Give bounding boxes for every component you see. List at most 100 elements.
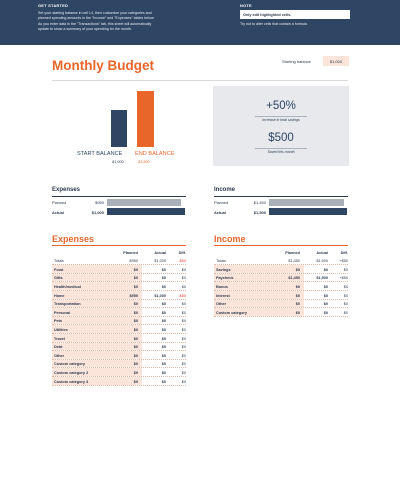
note-heading: NOTE	[240, 3, 252, 8]
table-row: Personal $0 $0 $0	[52, 308, 186, 317]
planned-cell[interactable]: $0	[295, 267, 300, 272]
income-planned-value: $1,450	[253, 200, 266, 205]
planned-cell[interactable]: $0	[133, 345, 138, 350]
planned-cell[interactable]: $0	[133, 276, 138, 281]
actual-cell: $0	[323, 267, 328, 272]
table-row: Other $0 $0 $0	[214, 299, 348, 309]
totals-planned: $950	[129, 259, 138, 264]
category-cell[interactable]: Other	[54, 353, 65, 358]
income-mini-divider	[214, 196, 348, 197]
get-started-heading: GET STARTED	[38, 3, 69, 8]
summary-divider	[255, 148, 307, 149]
actual-cell: $0	[161, 267, 166, 272]
totals-diff: +$50	[339, 259, 348, 264]
category-cell[interactable]: Travel	[54, 336, 65, 341]
table-row: Transportation $0 $0 $0	[52, 299, 186, 309]
actual-cell: $1,000	[154, 293, 166, 298]
planned-cell[interactable]: $0	[133, 370, 138, 375]
category-cell[interactable]: Custom category 3	[54, 379, 89, 384]
note-panel: NOTE Only edit highlighted cells. Try no…	[240, 3, 352, 27]
income-planned-label: Planned	[214, 200, 229, 205]
totals-label: Totals	[54, 259, 64, 264]
table-row: Interest $0 $0 $0	[214, 291, 348, 300]
expenses-planned-value: $950	[95, 200, 104, 205]
table-row: Bonus $0 $0 $0	[214, 282, 348, 291]
category-cell[interactable]: Custom category 2	[54, 370, 89, 375]
category-cell[interactable]: Gifts	[54, 276, 63, 281]
expenses-mini-title: Expenses	[52, 187, 81, 193]
actual-cell: $0	[161, 362, 166, 367]
end-balance-value: $1,500	[138, 160, 150, 164]
editable-cell-highlight	[52, 299, 142, 308]
table-totals-row: Totals $950 $1,000 -$50	[52, 257, 186, 266]
planned-cell[interactable]: $1,450	[288, 276, 300, 281]
category-cell[interactable]: Bonus	[216, 284, 228, 289]
diff-cell: $0	[343, 267, 348, 272]
category-cell[interactable]: Utilities	[54, 327, 68, 332]
table-row: Travel $0 $0 $0	[52, 334, 186, 343]
editable-cell-highlight	[214, 265, 304, 273]
category-cell[interactable]: Other	[216, 302, 227, 307]
editable-cell-highlight	[52, 291, 142, 299]
expenses-planned-bar	[107, 199, 182, 206]
planned-cell[interactable]: $0	[295, 293, 300, 298]
starting-balance-input[interactable]: $1,000	[323, 56, 349, 66]
planned-cell[interactable]: $0	[295, 284, 300, 289]
planned-cell[interactable]: $0	[133, 362, 138, 367]
editable-cell-highlight	[52, 377, 142, 385]
diff-cell: $0	[181, 276, 186, 281]
diff-cell: $0	[181, 284, 186, 289]
expenses-actual-bar	[107, 208, 185, 215]
planned-cell[interactable]: $0	[133, 336, 138, 341]
category-cell[interactable]: Custom category	[216, 310, 248, 315]
category-cell[interactable]: Paycheck	[216, 276, 234, 281]
planned-cell[interactable]: $0	[133, 327, 138, 332]
actual-cell: $0	[161, 276, 166, 281]
diff-cell: $0	[181, 370, 186, 375]
category-cell[interactable]: Personal	[54, 310, 71, 315]
category-cell[interactable]: Home	[54, 293, 65, 298]
planned-cell[interactable]: $0	[133, 319, 138, 324]
table-header-row: Planned Actual Diff.	[52, 248, 186, 257]
diff-cell: $0	[181, 336, 186, 341]
diff-cell: $0	[181, 353, 186, 358]
diff-cell: $0	[181, 267, 186, 272]
table-row: Food $0 $0 $0	[52, 265, 186, 274]
category-cell[interactable]: Health/medical	[54, 284, 81, 289]
planned-cell[interactable]: $0	[133, 310, 138, 315]
category-cell[interactable]: Food	[54, 267, 64, 272]
planned-cell[interactable]: $0	[295, 302, 300, 307]
category-cell[interactable]: Transportation	[54, 302, 81, 307]
planned-cell[interactable]: $0	[295, 310, 300, 315]
editable-cell-highlight	[214, 308, 304, 316]
table-row: Pets $0 $0 $0	[52, 316, 186, 326]
actual-cell: $0	[323, 293, 328, 298]
editable-cell-highlight	[52, 334, 142, 342]
planned-cell[interactable]: $0	[133, 267, 138, 272]
saved-amount: $500	[268, 132, 294, 144]
actual-cell: $0	[161, 353, 166, 358]
table-row: Home $950 $1,000 -$50	[52, 291, 186, 300]
editable-cell-highlight	[52, 351, 142, 359]
diff-cell: $0	[181, 302, 186, 307]
category-cell[interactable]: Debt	[54, 345, 63, 350]
category-cell[interactable]: Savings	[216, 267, 231, 272]
planned-cell[interactable]: $0	[133, 302, 138, 307]
planned-cell[interactable]: $0	[133, 284, 138, 289]
get-started-line: Set your starting balance in cell L4, th…	[38, 11, 152, 15]
instructions-banner: GET STARTED Set your starting balance in…	[0, 0, 400, 45]
category-cell[interactable]: Interest	[216, 293, 230, 298]
end-balance-label: END BALANCE	[135, 151, 175, 157]
table-row: Custom category $0 $0 $0	[52, 359, 186, 369]
diff-cell: $0	[343, 310, 348, 315]
get-started-line: update to show a summary of your spendin…	[38, 27, 132, 31]
table-row: Utilities $0 $0 $0	[52, 325, 186, 334]
table-row: Savings $0 $0 $0	[214, 265, 348, 274]
planned-cell[interactable]: $0	[133, 379, 138, 384]
category-cell[interactable]: Pets	[54, 319, 63, 324]
planned-cell[interactable]: $950	[129, 293, 138, 298]
planned-cell[interactable]: $0	[133, 353, 138, 358]
editable-cell-highlight	[52, 316, 142, 325]
actual-cell: $0	[161, 336, 166, 341]
category-cell[interactable]: Custom category	[54, 362, 86, 367]
